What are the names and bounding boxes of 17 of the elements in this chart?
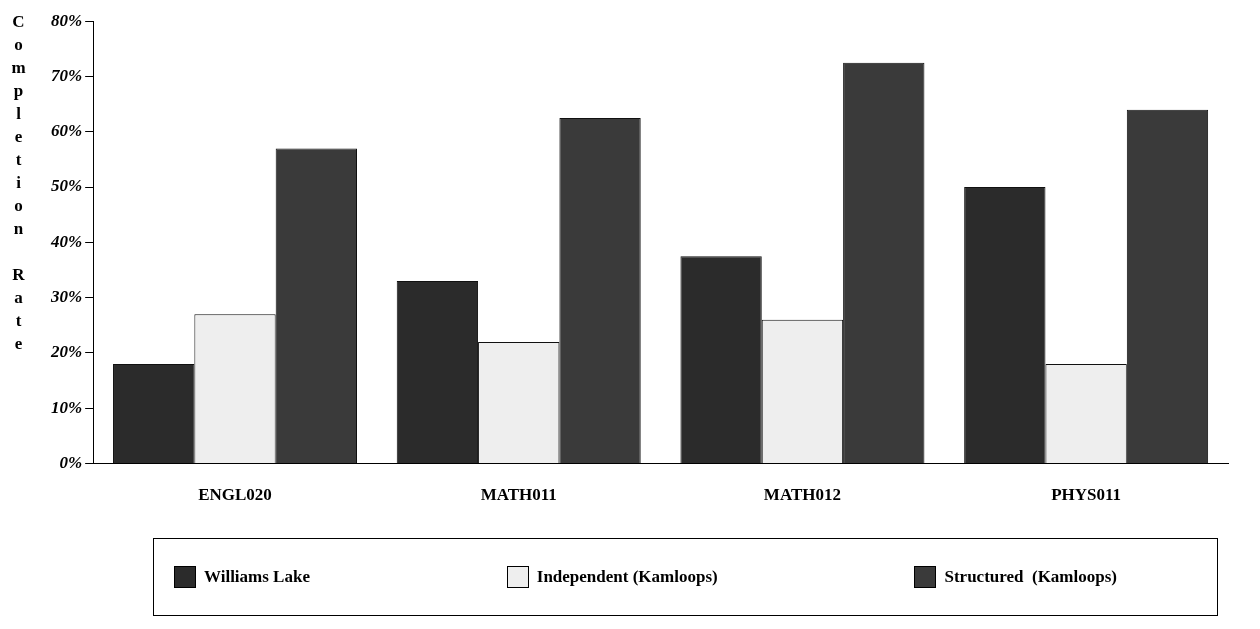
y-tick-label: 50%	[50, 176, 83, 196]
x-tick-label: MATH011	[480, 485, 557, 505]
y-tick-label: 60%	[50, 121, 83, 141]
y-tick-label: 40%	[49, 231, 83, 251]
y-tick-label: 20%	[49, 342, 83, 362]
y-tick-label: 10%	[50, 397, 83, 417]
y-tick-label: 0%	[59, 452, 83, 472]
x-tick-label: PHYS011	[1051, 485, 1122, 505]
y-tick-label: 30%	[49, 287, 83, 307]
y-tick-label: 80%	[50, 10, 83, 30]
x-tick-label: MATH012	[763, 485, 841, 505]
legend-label: Williams Lake	[204, 567, 310, 587]
x-tick-label: ENGL020	[198, 485, 272, 505]
y-axis-title: Completion Rate	[8, 11, 29, 357]
legend-label: Structured (Kamloops)	[944, 567, 1117, 587]
y-tick-label: 70%	[50, 65, 83, 85]
legend-label: Independent (Kamloops)	[536, 567, 718, 587]
